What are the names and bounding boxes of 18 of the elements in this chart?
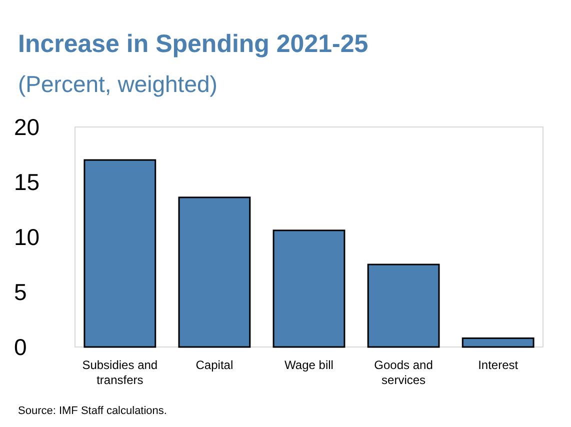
bar xyxy=(84,159,156,348)
bar xyxy=(178,196,251,348)
x-tick-label: Goods and services xyxy=(374,358,433,387)
chart-subtitle: (Percent, weighted) xyxy=(18,71,218,97)
y-tick-label: 10 xyxy=(14,224,40,250)
bar xyxy=(367,264,440,348)
y-tick-label: 15 xyxy=(14,169,40,196)
x-tick-label: Capital xyxy=(196,358,234,372)
x-tick-label: Interest xyxy=(478,358,519,372)
bar xyxy=(462,337,534,348)
bar xyxy=(272,230,346,348)
chart-title: Increase in Spending 2021-25 xyxy=(18,30,368,58)
source-note: Source: IMF Staff calculations. xyxy=(18,405,167,417)
y-tick-label: 5 xyxy=(14,279,27,306)
y-tick-label: 0 xyxy=(14,334,27,360)
x-tick-label: Wage bill xyxy=(284,358,334,372)
x-tick-label: Subsidies and transfers xyxy=(82,358,158,387)
y-tick-label: 20 xyxy=(14,114,40,140)
